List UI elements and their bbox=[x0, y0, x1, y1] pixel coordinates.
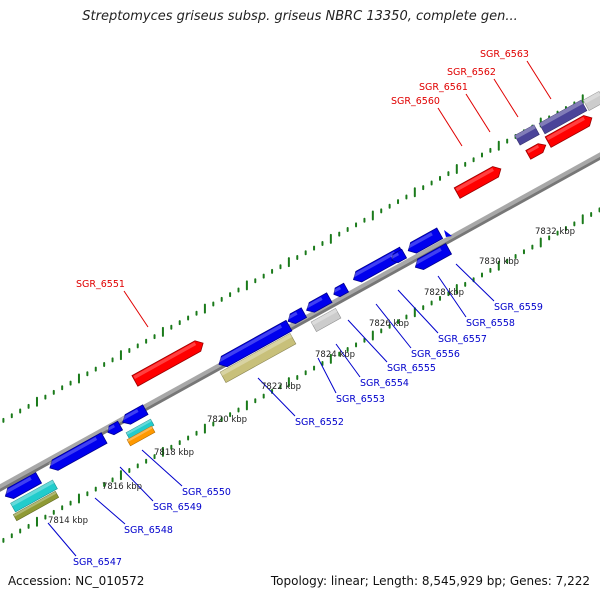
domain-khaki bbox=[219, 332, 297, 384]
leader-lines bbox=[47, 60, 552, 557]
domain-grey-top bbox=[582, 90, 600, 112]
domain-cyan bbox=[10, 479, 58, 513]
forward-gene-label[interactable]: SGR_6560 bbox=[391, 96, 440, 107]
reverse-gene-label[interactable]: SGR_6557 bbox=[438, 334, 487, 345]
scale-label: 7824 kbp bbox=[315, 350, 355, 360]
domain-purple-1 bbox=[514, 124, 540, 146]
reverse-gene-label[interactable]: SGR_6550 bbox=[182, 487, 231, 498]
forward-gene-label[interactable]: SGR_6563 bbox=[480, 49, 529, 60]
leader-line bbox=[123, 290, 149, 328]
leader-line bbox=[397, 289, 439, 334]
tick-marks bbox=[2, 94, 600, 543]
gene-sgr-6548[interactable] bbox=[47, 432, 108, 474]
gene-sgr-6559 bbox=[444, 230, 452, 237]
map-title: Streptomyces griseus subsp. griseus NBRC… bbox=[82, 9, 518, 24]
forward-gene-label[interactable]: SGR_6562 bbox=[447, 67, 496, 78]
domain-orange bbox=[126, 425, 156, 447]
gene-sgr-6552[interactable] bbox=[216, 319, 293, 369]
summary-text: Topology: linear; Length: 8,545,929 bp; … bbox=[270, 574, 590, 588]
reverse-gene-label[interactable]: SGR_6548 bbox=[124, 525, 173, 536]
reverse-gene-label[interactable]: SGR_6556 bbox=[411, 349, 460, 360]
reverse-gene-label[interactable]: SGR_6547 bbox=[73, 557, 122, 568]
gene-sgr-6561[interactable] bbox=[525, 141, 548, 160]
reverse-gene-label[interactable]: SGR_6554 bbox=[360, 378, 409, 389]
gene-sgr-6558b[interactable] bbox=[412, 242, 453, 273]
leader-line bbox=[347, 319, 388, 363]
reverse-gene-label[interactable]: SGR_6555 bbox=[387, 363, 436, 374]
leader-line bbox=[526, 60, 552, 100]
scale-label: 7818 kbp bbox=[154, 448, 194, 458]
leader-line bbox=[375, 303, 412, 349]
scale-label: 7820 kbp bbox=[207, 415, 247, 425]
gene-sgr-6562[interactable] bbox=[544, 113, 595, 148]
gene-sgr-6555[interactable] bbox=[331, 282, 350, 299]
gene-sgr-6551[interactable] bbox=[131, 338, 206, 387]
forward-gene-label[interactable]: SGR_6551 bbox=[76, 279, 125, 290]
leader-line bbox=[437, 275, 467, 318]
gene-sgr-6553[interactable] bbox=[285, 307, 308, 326]
leader-line bbox=[141, 449, 183, 487]
labels: 7814 kbp 7816 kbp 7818 kbp 7820 kbp 7822 kbp… bbox=[48, 49, 575, 568]
leader-line bbox=[94, 497, 126, 525]
scale-label: 7828 kbp bbox=[424, 288, 464, 298]
leader-line bbox=[335, 343, 361, 378]
leader-line bbox=[47, 522, 77, 557]
domain-olive bbox=[12, 490, 60, 522]
reverse-gene-label[interactable]: SGR_6549 bbox=[153, 502, 202, 513]
leader-line bbox=[257, 377, 296, 417]
leader-line bbox=[437, 107, 463, 147]
gene-sgr-6550[interactable] bbox=[120, 404, 149, 427]
gene-sgr-6549[interactable] bbox=[105, 420, 124, 437]
gene-sgr-6547[interactable] bbox=[2, 471, 43, 502]
gene-sgr-6554[interactable] bbox=[304, 292, 333, 315]
scale-label: 7814 kbp bbox=[48, 516, 88, 526]
reverse-gene-label[interactable]: SGR_6552 bbox=[295, 417, 344, 428]
scale-label: 7832 kbp bbox=[535, 227, 575, 237]
forward-gene-label[interactable]: SGR_6561 bbox=[419, 82, 468, 93]
gene-sgr-6560[interactable] bbox=[453, 164, 504, 199]
gene-sgr-6557[interactable] bbox=[389, 248, 408, 265]
reverse-gene-label[interactable]: SGR_6559 bbox=[494, 302, 543, 313]
scale-label: 7830 kbp bbox=[479, 257, 519, 267]
leader-line bbox=[455, 263, 495, 302]
scale-label: 7822 kbp bbox=[261, 382, 301, 392]
leader-line bbox=[119, 466, 154, 502]
leader-line bbox=[493, 78, 519, 118]
domain-grey-mid bbox=[310, 307, 342, 333]
reverse-gene-label[interactable]: SGR_6558 bbox=[466, 318, 515, 329]
gene-features bbox=[2, 90, 600, 522]
leader-line bbox=[465, 93, 491, 133]
scale-label: 7816 kbp bbox=[102, 482, 142, 492]
domain-purple-2 bbox=[538, 99, 588, 135]
gene-sgr-6558[interactable] bbox=[405, 227, 444, 256]
scale-label: 7826 kbp bbox=[369, 319, 409, 329]
accession-text: Accession: NC_010572 bbox=[8, 574, 145, 588]
reverse-gene-label[interactable]: SGR_6553 bbox=[336, 394, 385, 405]
leader-line bbox=[317, 357, 337, 394]
